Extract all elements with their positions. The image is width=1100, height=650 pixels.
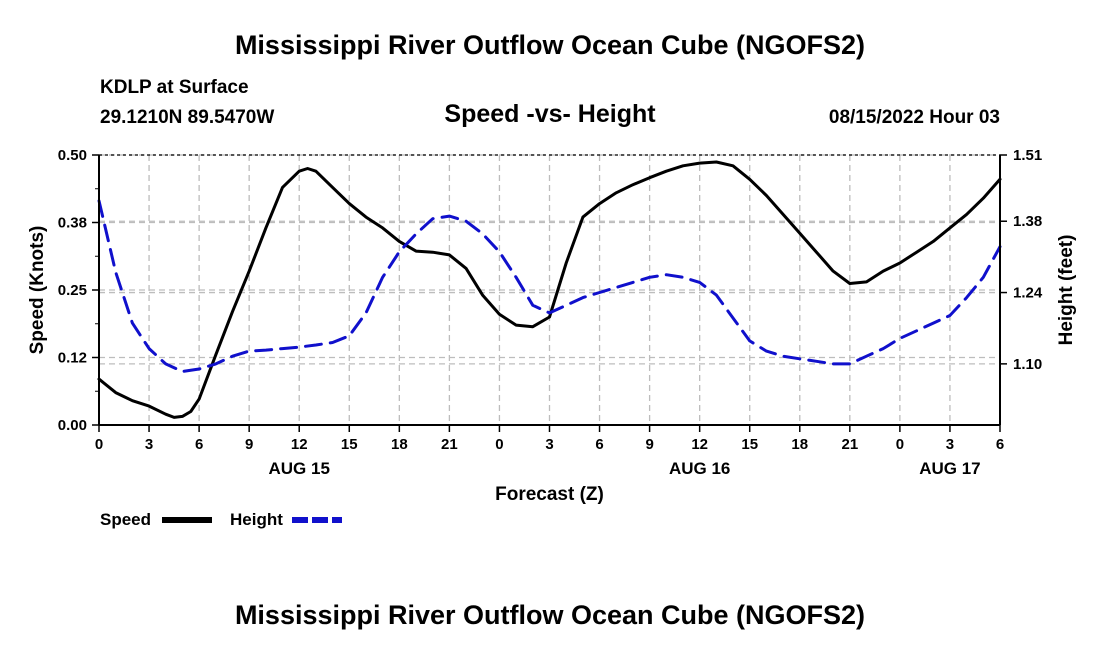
y2-tick-label: 1.24 bbox=[1013, 285, 1043, 302]
y2-tick-label: 1.51 bbox=[1013, 147, 1042, 164]
x-tick-label: 15 bbox=[341, 436, 358, 453]
x-tick-label: 6 bbox=[996, 436, 1004, 453]
y2-axis-label: Height (feet) bbox=[1056, 235, 1077, 346]
x-tick-label: 6 bbox=[195, 436, 203, 453]
chart-subtitle: Speed -vs- Height bbox=[444, 100, 656, 128]
x-tick-label: 21 bbox=[441, 436, 458, 453]
x-tick-label: 15 bbox=[741, 436, 758, 453]
y-tick-label: 0.50 bbox=[58, 147, 87, 164]
x-tick-label: 12 bbox=[691, 436, 708, 453]
date-label: AUG 17 bbox=[919, 459, 980, 478]
y-tick-label: 0.38 bbox=[58, 215, 87, 232]
coordinates-label: 29.1210N 89.5470W bbox=[100, 107, 275, 128]
y-tick-label: 0.25 bbox=[58, 282, 87, 299]
x-tick-label: 3 bbox=[946, 436, 954, 453]
legend-label-height: Height bbox=[230, 510, 283, 529]
bottom-title: Mississippi River Outflow Ocean Cube (NG… bbox=[234, 600, 866, 630]
height-series-line bbox=[97, 199, 1002, 373]
datetime-label: 08/15/2022 Hour 03 bbox=[828, 107, 1000, 128]
x-tick-label: 12 bbox=[291, 436, 308, 453]
date-label: AUG 16 bbox=[669, 459, 730, 478]
x-tick-label: 9 bbox=[245, 436, 253, 453]
station-label: KDLP at Surface bbox=[100, 77, 249, 98]
x-tick-label: 3 bbox=[145, 436, 153, 453]
y-tick-label: 0.00 bbox=[58, 417, 87, 434]
y2-tick-label: 1.38 bbox=[1013, 213, 1042, 230]
x-tick-label: 9 bbox=[645, 436, 653, 453]
x-tick-label: 18 bbox=[791, 436, 808, 453]
x-axis-label: Forecast (Z) bbox=[495, 484, 604, 505]
x-tick-label: 0 bbox=[95, 436, 103, 453]
x-tick-label: 0 bbox=[896, 436, 904, 453]
legend-label-speed: Speed bbox=[100, 510, 151, 529]
y-axis-label: Speed (Knots) bbox=[27, 226, 48, 355]
chart-title: Mississippi River Outflow Ocean Cube (NG… bbox=[234, 30, 866, 60]
x-tick-label: 21 bbox=[841, 436, 858, 453]
speed-series-line bbox=[97, 160, 1002, 419]
x-tick-label: 18 bbox=[391, 436, 408, 453]
x-tick-label: 6 bbox=[595, 436, 603, 453]
x-tick-label: 3 bbox=[545, 436, 553, 453]
y2-tick-label: 1.10 bbox=[1013, 356, 1042, 373]
x-tick-label: 0 bbox=[495, 436, 503, 453]
date-label: AUG 15 bbox=[269, 459, 330, 478]
y-tick-label: 0.12 bbox=[58, 350, 87, 367]
